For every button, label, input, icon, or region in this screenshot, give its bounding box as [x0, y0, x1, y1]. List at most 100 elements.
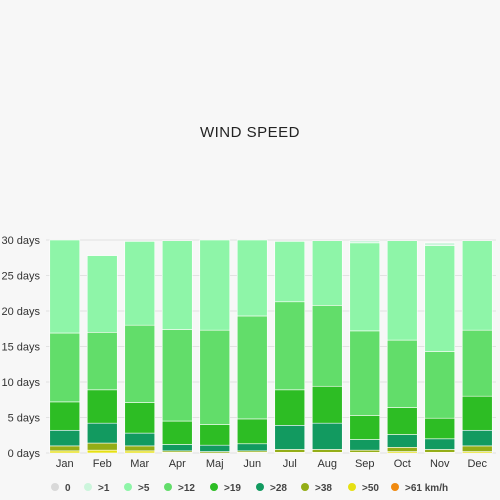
bar-segment [49, 450, 81, 454]
bar-segment [199, 329, 231, 425]
bar-segment [386, 240, 418, 341]
bar-segment [49, 445, 81, 452]
bar-segment [124, 241, 156, 326]
legend-marker [210, 483, 218, 491]
bar-segment [161, 329, 193, 422]
bar-segment [424, 417, 456, 440]
bar-segment [274, 425, 306, 450]
bar-segment [236, 315, 268, 420]
legend-marker [164, 483, 172, 491]
bar-segment [349, 439, 381, 451]
bar-segment [199, 239, 231, 331]
bar-segment [461, 240, 493, 331]
bar-segment [311, 449, 343, 453]
x-tick-label: Jan [56, 458, 74, 470]
bar-segment [424, 242, 456, 246]
legend-label: >38 [315, 483, 332, 494]
bar-segment [274, 449, 306, 453]
x-tick-label: Jun [243, 458, 261, 470]
bar-segment [274, 389, 306, 426]
y-tick-label: 20 days [1, 306, 40, 318]
bar-segment [49, 239, 81, 334]
x-tick-label: Nov [430, 458, 450, 470]
legend-marker [84, 483, 92, 491]
bar-segment [424, 351, 456, 419]
bar-segment [161, 240, 193, 330]
bar-segment [274, 301, 306, 391]
legend-marker [301, 483, 309, 491]
bar-segment [386, 339, 418, 408]
x-tick-label: Dec [467, 458, 487, 470]
legend-label: >19 [224, 483, 241, 494]
bar-segment [386, 434, 418, 448]
bar-segment [86, 389, 118, 424]
bar-segment [386, 407, 418, 435]
bar-segment [461, 395, 493, 431]
y-tick-label: 15 days [1, 342, 40, 354]
bar-segment [424, 438, 456, 450]
bar-segment [349, 240, 381, 244]
y-tick-label: 5 days [8, 413, 41, 425]
bar-segment [49, 401, 81, 431]
bar-segment [86, 422, 118, 444]
bar-segment [86, 331, 118, 391]
legend-label: 0 [65, 483, 71, 494]
bar-segment [124, 450, 156, 454]
x-tick-label: Mar [130, 458, 149, 470]
x-tick-label: Jul [283, 458, 297, 470]
x-tick-label: Apr [169, 458, 186, 470]
legend-marker [256, 483, 264, 491]
bar-segment [311, 240, 343, 306]
legend-label: >12 [178, 483, 195, 494]
bar-segment [124, 432, 156, 447]
bar-segment [349, 242, 381, 332]
bar-segment [311, 422, 343, 450]
bar-segment [161, 420, 193, 445]
bar-segment [349, 449, 381, 453]
y-tick-label: 0 days [8, 448, 41, 460]
bar-segment [199, 424, 231, 446]
bar-segment [161, 444, 193, 452]
bar-segment [86, 449, 118, 454]
legend-label: >5 [138, 483, 150, 494]
bar-segment [124, 402, 156, 434]
legend-label: >28 [270, 483, 287, 494]
legend-marker [51, 483, 59, 491]
y-tick-label: 30 days [1, 235, 40, 247]
bar-segment [461, 329, 493, 397]
bar-segment [124, 445, 156, 452]
x-tick-label: Oct [394, 458, 411, 470]
y-tick-label: 25 days [1, 271, 40, 283]
x-tick-label: Aug [317, 458, 337, 470]
bar-segment [274, 241, 306, 303]
legend-label: >50 [362, 483, 379, 494]
bar-segment [49, 429, 81, 447]
bar-segment [124, 324, 156, 403]
bar-segment [461, 429, 493, 447]
x-tick-label: Sep [355, 458, 375, 470]
bar-segment [349, 415, 381, 440]
legend-label: >61 km/h [405, 483, 448, 494]
bar-segment [199, 444, 231, 452]
legend-marker [348, 483, 356, 491]
bar-segment [311, 305, 343, 387]
legend-marker [124, 483, 132, 491]
bar-segment [461, 445, 493, 452]
bar-segment [311, 385, 343, 424]
chart-title: WIND SPEED [199, 124, 300, 141]
bar-segment [86, 255, 118, 333]
x-tick-label: Feb [93, 458, 112, 470]
bar-segment [424, 245, 456, 352]
bar-segment [349, 330, 381, 416]
bar-segment [49, 332, 81, 403]
bar-segment [236, 418, 268, 445]
bar-segment [424, 449, 456, 453]
y-tick-label: 10 days [1, 377, 40, 389]
x-tick-label: Maj [206, 458, 224, 470]
bar-segment [86, 442, 118, 451]
legend-label: >1 [98, 483, 110, 494]
bar-segment [236, 239, 268, 317]
bar-segment [386, 447, 418, 452]
